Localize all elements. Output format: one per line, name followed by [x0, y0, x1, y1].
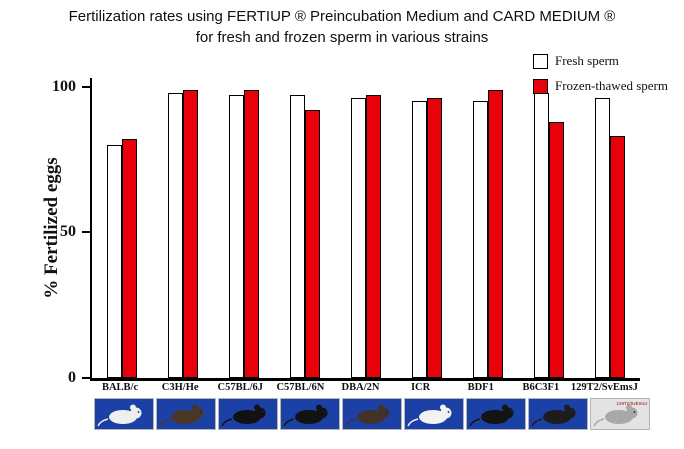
mouse-photo-dba-2n	[342, 398, 402, 430]
y-tick-label: 0	[68, 369, 76, 386]
mouse-photo-c3h-he	[156, 398, 216, 430]
bar-group	[92, 78, 153, 378]
bar-dba-2n-fresh	[351, 98, 366, 378]
bar-129t2-svemsj-frozen-thawed	[609, 136, 625, 378]
mouse-photo-balb-c	[94, 398, 154, 430]
mouse-icon	[219, 399, 277, 429]
bar-icr-fresh	[411, 101, 427, 378]
mouse-photo-c57bl-6j	[218, 398, 278, 430]
bar-group	[214, 78, 275, 378]
chart-title-line-2: for fresh and frozen sperm in various st…	[195, 29, 489, 46]
mouse-photo-icr	[404, 398, 464, 430]
bar-bdf1-frozen-thawed	[487, 89, 503, 378]
mouse-icon	[405, 399, 463, 429]
bar-group	[153, 78, 214, 378]
y-tick-label: 100	[52, 77, 76, 95]
mouse-photo-c57bl-6n	[280, 398, 340, 430]
category-label: DBA/2N	[341, 382, 380, 393]
y-tick-mark	[82, 377, 90, 379]
bar-c57bl-6j-frozen-thawed	[244, 89, 260, 378]
bar-c57bl-6n-frozen-thawed	[305, 110, 321, 378]
bar-b6c3f1-fresh	[533, 92, 549, 378]
mouse-icon	[281, 399, 339, 429]
category-label: 129T2/SvEmsJ	[570, 382, 638, 393]
mouse-icon	[95, 399, 153, 429]
bar-group	[518, 78, 579, 378]
mouse-strip: 129T2/SvEmsJ	[94, 398, 650, 430]
mouse-icon	[343, 399, 401, 429]
bar-bdf1-fresh	[472, 101, 488, 378]
legend-swatch-fresh	[533, 53, 548, 69]
legend: Fresh sperm Frozen-thawed sperm	[533, 53, 668, 103]
mouse-photo-129t2-svemsj: 129T2/SvEmsJ	[590, 398, 650, 430]
bar-c3h-he-fresh	[168, 92, 184, 378]
bar-balb-c-fresh	[107, 145, 123, 378]
bar-icr-frozen-thawed	[426, 98, 442, 378]
category-label: BDF1	[467, 382, 494, 393]
category-label: ICR	[410, 382, 431, 393]
mouse-icon	[157, 399, 215, 429]
category-label: B6C3F1	[522, 382, 560, 393]
bar-balb-c-frozen-thawed	[122, 139, 138, 378]
mouse-icon	[467, 399, 525, 429]
bar-group	[457, 78, 518, 378]
chart-title: Fertilization rates using FERTIUP ® Prei…	[0, 6, 684, 48]
bar-group	[396, 78, 457, 378]
bar-group	[336, 78, 397, 378]
legend-label-frozen: Frozen-thawed sperm	[555, 78, 668, 93]
y-axis: 0 50 100	[0, 77, 90, 386]
y-tick-mark	[82, 85, 90, 88]
category-label: C57BL/6N	[276, 382, 325, 393]
category-label: C3H/He	[161, 382, 199, 393]
legend-item-frozen: Frozen-thawed sperm	[533, 78, 668, 94]
y-tick-label: 50	[60, 223, 76, 241]
bar-c57bl-6n-fresh	[290, 95, 306, 378]
mouse-photo-b6c3f1	[528, 398, 588, 430]
svg-text:129T2/SvEmsJ: 129T2/SvEmsJ	[616, 401, 647, 406]
bar-c3h-he-frozen-thawed	[183, 89, 199, 378]
y-tick-mark	[82, 231, 90, 234]
category-label: BALB/c	[101, 382, 139, 393]
mouse-photo-bdf1	[466, 398, 526, 430]
x-axis-labels: BALB/c C3H/He C57BL/6J C57BL/6N DBA/2N ICR BDF…	[90, 382, 638, 393]
plot-area	[90, 78, 640, 381]
bar-129t2-svemsj-fresh	[594, 98, 610, 378]
bar-group	[275, 78, 336, 378]
bar-group	[579, 78, 640, 378]
legend-item-fresh: Fresh sperm	[533, 53, 668, 69]
legend-label-fresh: Fresh sperm	[555, 53, 619, 68]
chart-title-line-1: Fertilization rates using FERTIUP ® Prei…	[68, 8, 616, 25]
mouse-icon: 129T2/SvEmsJ	[591, 399, 649, 429]
mouse-icon	[529, 399, 587, 429]
bar-dba-2n-frozen-thawed	[366, 95, 381, 378]
bar-b6c3f1-frozen-thawed	[548, 121, 564, 378]
category-label: C57BL/6J	[217, 382, 264, 393]
bar-c57bl-6j-fresh	[229, 95, 245, 378]
